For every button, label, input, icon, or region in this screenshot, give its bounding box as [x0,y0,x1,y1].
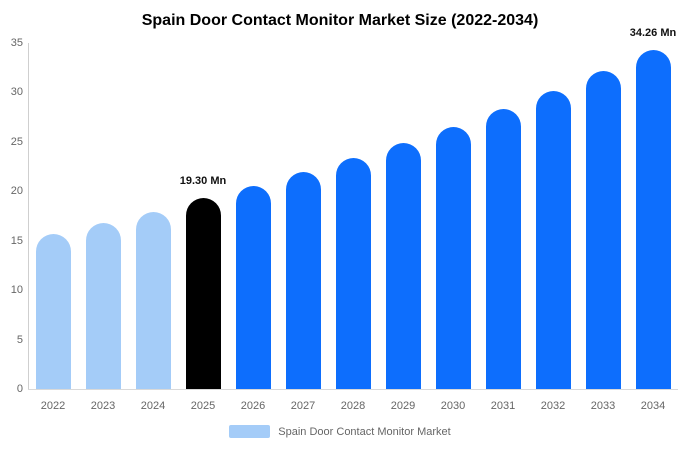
y-tick-label: 25 [10,135,23,148]
bar-2033[interactable] [585,71,621,389]
x-tick-label-2022: 2022 [40,400,66,412]
y-tick-label: 35 [10,36,23,49]
x-tick-label-2027: 2027 [290,400,316,412]
y-tick-label: 5 [16,333,23,346]
bar-2024[interactable] [135,212,171,389]
legend[interactable]: Spain Door Contact Monitor Market [0,425,680,438]
x-tick-label-2025: 2025 [190,400,216,412]
bar-2030[interactable] [435,126,471,389]
y-tick-label: 20 [10,185,23,198]
x-tick-label-2033: 2033 [590,400,616,412]
bar-value-label-2025: 19.30 Mn [179,175,227,188]
bar-value-label-2034: 34.26 Mn [629,27,677,40]
bar-2022[interactable] [35,233,71,389]
bar-2023[interactable] [85,222,121,389]
bar-2026[interactable] [235,185,271,389]
x-tick-label-2031: 2031 [490,400,516,412]
y-tick-label: 0 [16,383,23,395]
x-tick-label-2024: 2024 [140,400,166,412]
bar-2031[interactable] [485,109,521,389]
x-tick-label-2030: 2030 [440,400,466,412]
x-tick-label-2034: 2034 [640,400,666,412]
y-axis-line [28,42,29,390]
x-tick-label-2029: 2029 [390,400,416,412]
x-tick-label-2032: 2032 [540,400,566,412]
x-axis-line [28,389,678,390]
bar-2025[interactable] [185,198,221,389]
bar-2028[interactable] [335,158,371,389]
x-tick-label-2028: 2028 [340,400,366,412]
x-tick-label-2023: 2023 [90,400,116,412]
bar-2032[interactable] [535,91,571,389]
y-tick-label: 15 [10,234,23,247]
y-tick-label: 10 [10,284,23,297]
x-tick-label-2026: 2026 [240,400,266,412]
y-tick-label: 30 [10,86,23,99]
legend-swatch [229,425,271,438]
bar-2027[interactable] [285,172,321,389]
legend-label: Spain Door Contact Monitor Market [278,425,451,438]
chart-title: Spain Door Contact Monitor Market Size (… [141,12,539,29]
bar-2034[interactable] [635,50,671,389]
bar-2029[interactable] [385,142,421,389]
